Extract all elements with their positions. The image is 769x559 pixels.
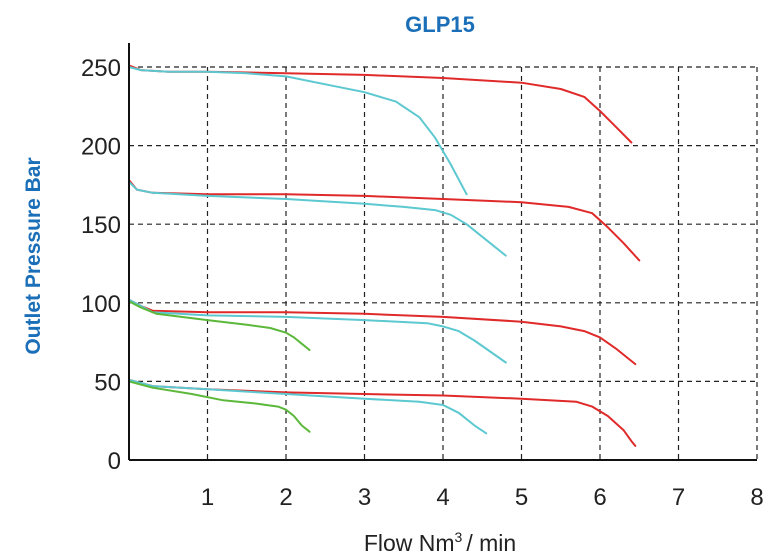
series-line-3 xyxy=(128,179,641,262)
x-tick-label: 4 xyxy=(436,484,449,511)
x-tick-label: 5 xyxy=(515,484,528,511)
y-tick-label: 250 xyxy=(81,55,121,82)
x-tick-label: 7 xyxy=(672,484,685,511)
axes xyxy=(128,43,757,461)
y-tick-label: 150 xyxy=(81,212,121,239)
grid xyxy=(129,66,758,460)
series-line-2 xyxy=(128,66,468,196)
x-axis-label-main: Flow Nm xyxy=(364,530,455,556)
y-axis-label: Outlet Pressure Bar xyxy=(22,157,45,354)
x-tick-label: 8 xyxy=(750,484,763,511)
x-tick-label: 1 xyxy=(201,484,214,511)
x-tick-label: 2 xyxy=(279,484,292,511)
series-line-9 xyxy=(128,378,488,435)
x-tick-label: 6 xyxy=(593,484,606,511)
series-line-5 xyxy=(128,298,637,366)
series-line-1 xyxy=(128,64,633,144)
series-line-4 xyxy=(128,180,507,257)
x-tick-labels: 1 2 3 4 5 6 7 8 xyxy=(201,484,764,511)
x-axis-label-superscript: 3 xyxy=(455,529,463,545)
chart-title: GLP15 xyxy=(405,12,475,37)
x-tick-label: 3 xyxy=(358,484,371,511)
series-line-7 xyxy=(128,300,311,351)
y-tick-label: 0 xyxy=(108,448,121,475)
y-tick-labels: 0 50 100 150 200 250 xyxy=(81,55,121,475)
y-tick-label: 50 xyxy=(94,369,121,396)
series-line-10 xyxy=(128,380,311,433)
series-line-6 xyxy=(128,298,507,364)
y-tick-label: 200 xyxy=(81,134,121,161)
series-lines xyxy=(128,64,641,447)
y-tick-label: 100 xyxy=(81,291,121,318)
x-axis-label-tail: / min xyxy=(466,530,516,556)
x-axis-label: Flow Nm3/ min xyxy=(364,529,516,556)
